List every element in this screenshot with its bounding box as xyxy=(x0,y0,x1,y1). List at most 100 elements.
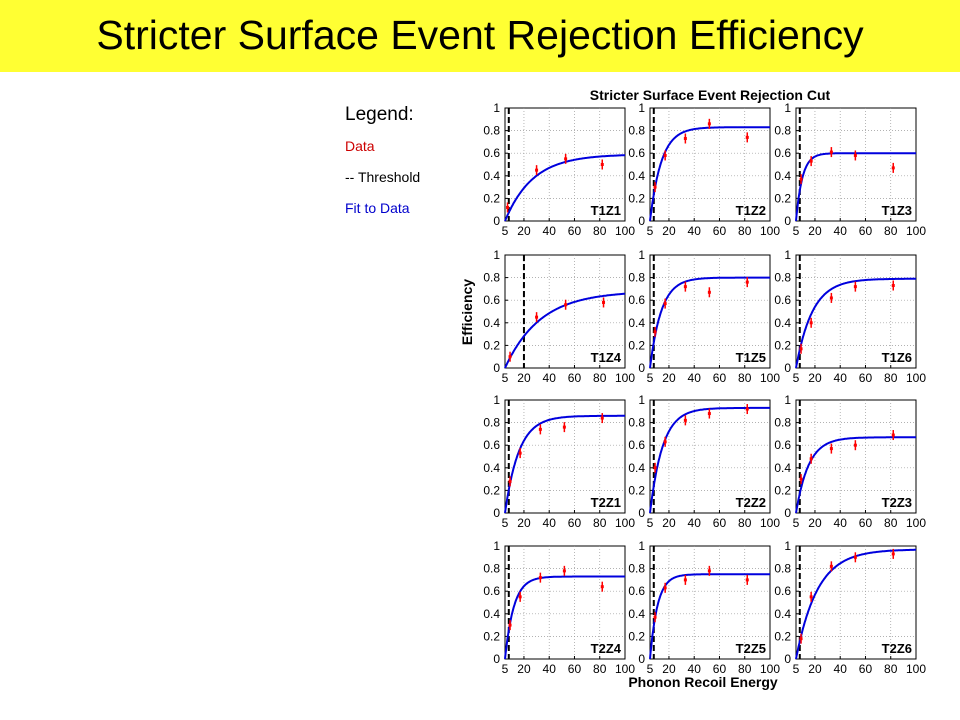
panel-t1z1: 5 20 40 60 80 100 0 0.2 0.4 0.6 0.8 1 T1Z1 xyxy=(483,101,635,238)
y-tick-label: 0 xyxy=(493,652,500,666)
data-point xyxy=(799,477,803,481)
panel-label: T2Z1 xyxy=(591,495,621,510)
y-tick-label: 0 xyxy=(784,214,791,228)
x-tick-label: 100 xyxy=(906,371,926,385)
data-point xyxy=(745,407,749,411)
x-tick-label: 40 xyxy=(543,662,557,676)
data-point xyxy=(508,479,512,483)
x-tick-label: 40 xyxy=(543,371,557,385)
data-point xyxy=(891,166,895,170)
x-tick-label: 5 xyxy=(793,224,800,238)
panel-frame xyxy=(504,107,626,222)
data-point xyxy=(707,412,711,416)
y-tick-label: 0.8 xyxy=(483,562,500,576)
y-tick-label: 0.2 xyxy=(774,483,791,497)
data-point xyxy=(538,576,542,580)
x-tick-label: 60 xyxy=(568,224,582,238)
fit-curve xyxy=(504,414,625,514)
y-tick-label: 0.6 xyxy=(483,293,500,307)
y-tick-label: 0.6 xyxy=(774,146,791,160)
chart-title: Stricter Surface Event Rejection Cut xyxy=(590,87,831,103)
x-tick-label: 5 xyxy=(793,662,800,676)
data-point xyxy=(508,355,512,359)
panel-t1z3: 5 20 40 60 80 100 0 0.2 0.4 0.6 0.8 1 T1Z3 xyxy=(774,101,926,238)
fit-curve xyxy=(795,436,916,514)
x-tick-label: 60 xyxy=(859,662,873,676)
y-tick-label: 1 xyxy=(638,101,645,115)
x-tick-label: 5 xyxy=(647,662,654,676)
y-tick-label: 1 xyxy=(784,248,791,262)
data-point xyxy=(683,285,687,289)
panel-label: T2Z2 xyxy=(736,495,766,510)
y-tick-label: 0.4 xyxy=(483,607,500,621)
y-tick-label: 0.6 xyxy=(483,146,500,160)
data-point xyxy=(535,168,539,172)
y-tick-label: 0.2 xyxy=(774,629,791,643)
panel-frame xyxy=(504,545,626,660)
data-point xyxy=(745,280,749,284)
x-tick-label: 60 xyxy=(713,224,727,238)
x-tick-label: 100 xyxy=(615,662,635,676)
panel-frame xyxy=(795,254,917,369)
title-band: Stricter Surface Event Rejection Efficie… xyxy=(0,0,960,72)
data-point xyxy=(829,564,833,568)
data-point xyxy=(683,578,687,582)
y-tick-label: 0.8 xyxy=(774,562,791,576)
y-tick-label: 0.4 xyxy=(774,169,791,183)
y-axis-label: Efficiency xyxy=(459,279,475,345)
x-tick-label: 80 xyxy=(884,371,898,385)
panel-t1z4: 5 20 40 60 80 100 0 0.2 0.4 0.6 0.8 1 T1Z4 xyxy=(483,248,635,385)
y-tick-label: 0.2 xyxy=(483,629,500,643)
x-tick-label: 5 xyxy=(647,371,654,385)
x-tick-label: 20 xyxy=(517,516,531,530)
data-point xyxy=(653,330,657,334)
y-tick-label: 0.4 xyxy=(628,461,645,475)
x-tick-label: 80 xyxy=(738,371,752,385)
panel-t2z3: 5 20 40 60 80 100 0 0.2 0.4 0.6 0.8 1 T2Z3 xyxy=(774,393,926,530)
panel-label: T1Z1 xyxy=(591,203,621,218)
y-tick-label: 0.6 xyxy=(774,584,791,598)
y-tick-label: 1 xyxy=(493,393,500,407)
data-point xyxy=(683,137,687,141)
x-tick-label: 100 xyxy=(615,224,635,238)
panel-frame xyxy=(504,399,626,514)
panel-label: T2Z3 xyxy=(882,495,912,510)
data-point xyxy=(707,122,711,126)
data-point xyxy=(853,285,857,289)
panel-frame xyxy=(504,254,626,369)
x-tick-label: 20 xyxy=(808,662,822,676)
data-point xyxy=(600,585,604,589)
x-tick-label: 40 xyxy=(688,516,702,530)
y-tick-label: 1 xyxy=(638,248,645,262)
data-point xyxy=(506,205,510,209)
y-tick-label: 0.8 xyxy=(483,271,500,285)
data-point xyxy=(745,578,749,582)
panel-t2z6: 5 20 40 60 80 100 0 0.2 0.4 0.6 0.8 1 T2Z6 xyxy=(774,539,926,676)
x-tick-label: 40 xyxy=(688,371,702,385)
panel-t2z4: 5 20 40 60 80 100 0 0.2 0.4 0.6 0.8 1 T2Z4 xyxy=(483,539,635,676)
panel-label: T1Z6 xyxy=(882,350,912,365)
x-tick-label: 40 xyxy=(834,662,848,676)
panel-frame xyxy=(795,399,917,514)
y-tick-label: 0.4 xyxy=(628,316,645,330)
data-point xyxy=(853,443,857,447)
data-point xyxy=(602,300,606,304)
x-tick-label: 60 xyxy=(713,371,727,385)
x-tick-label: 20 xyxy=(662,662,676,676)
panel-label: T2Z5 xyxy=(736,641,766,656)
data-point xyxy=(799,637,803,641)
panel-t2z2: 5 20 40 60 80 100 0 0.2 0.4 0.6 0.8 1 T2Z2 xyxy=(628,393,780,530)
data-point xyxy=(538,427,542,431)
data-point xyxy=(600,163,604,166)
legend-title: Legend: xyxy=(345,104,414,125)
x-tick-label: 40 xyxy=(688,224,702,238)
y-tick-label: 0.8 xyxy=(628,124,645,138)
panel-label: T2Z4 xyxy=(591,641,622,656)
panel-t1z2: 5 20 40 60 80 100 0 0.2 0.4 0.6 0.8 1 T1Z2 xyxy=(628,101,780,238)
y-tick-label: 0 xyxy=(638,214,645,228)
y-tick-label: 1 xyxy=(784,393,791,407)
data-point xyxy=(600,416,604,420)
fit-curve xyxy=(504,575,625,660)
data-point xyxy=(707,569,711,573)
